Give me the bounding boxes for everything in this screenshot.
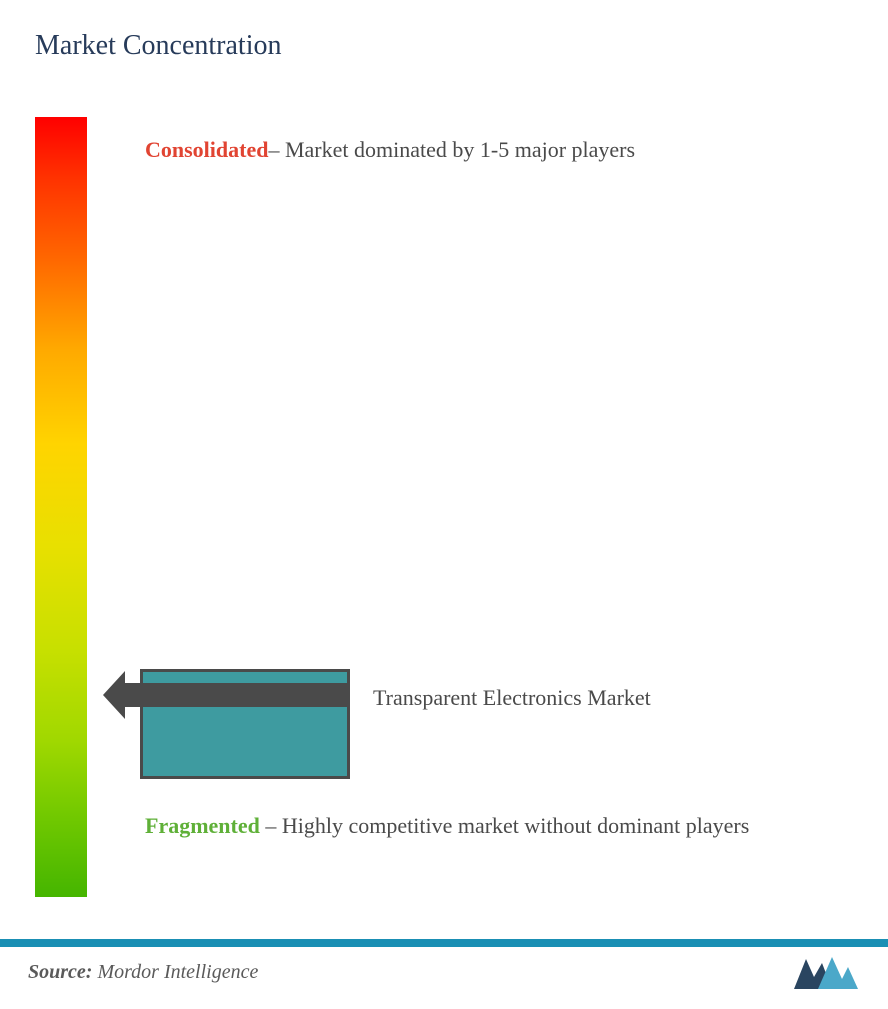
consolidated-rest-text: – Market dominated by 1-5 major players	[268, 137, 635, 162]
source-label: Source:	[28, 961, 97, 983]
chart-title: Market Concentration	[35, 30, 853, 62]
main-container: Market Concentration Consolidated– Marke…	[0, 0, 888, 1009]
fragmented-rest-text: – Highly competitive market without domi…	[260, 813, 749, 838]
fragmented-label: Fragmented – Highly competitive market w…	[145, 797, 833, 854]
market-name-label: Transparent Electronics Market	[373, 685, 651, 711]
mordor-logo-icon	[792, 953, 860, 991]
fragmented-strong-text: Fragmented	[145, 813, 260, 838]
consolidated-label: Consolidated– Market dominated by 1-5 ma…	[145, 122, 833, 177]
arrow-head-icon	[103, 671, 125, 719]
consolidated-strong-text: Consolidated	[145, 137, 268, 162]
source-attribution: Source: Mordor Intelligence	[28, 961, 258, 984]
content-area: Consolidated– Market dominated by 1-5 ma…	[35, 117, 853, 897]
concentration-gradient-bar	[35, 117, 87, 897]
footer: Source: Mordor Intelligence	[28, 953, 860, 991]
arrow-shaft	[120, 683, 350, 707]
footer-divider-bar	[0, 939, 888, 947]
source-text: Mordor Intelligence	[97, 961, 258, 983]
